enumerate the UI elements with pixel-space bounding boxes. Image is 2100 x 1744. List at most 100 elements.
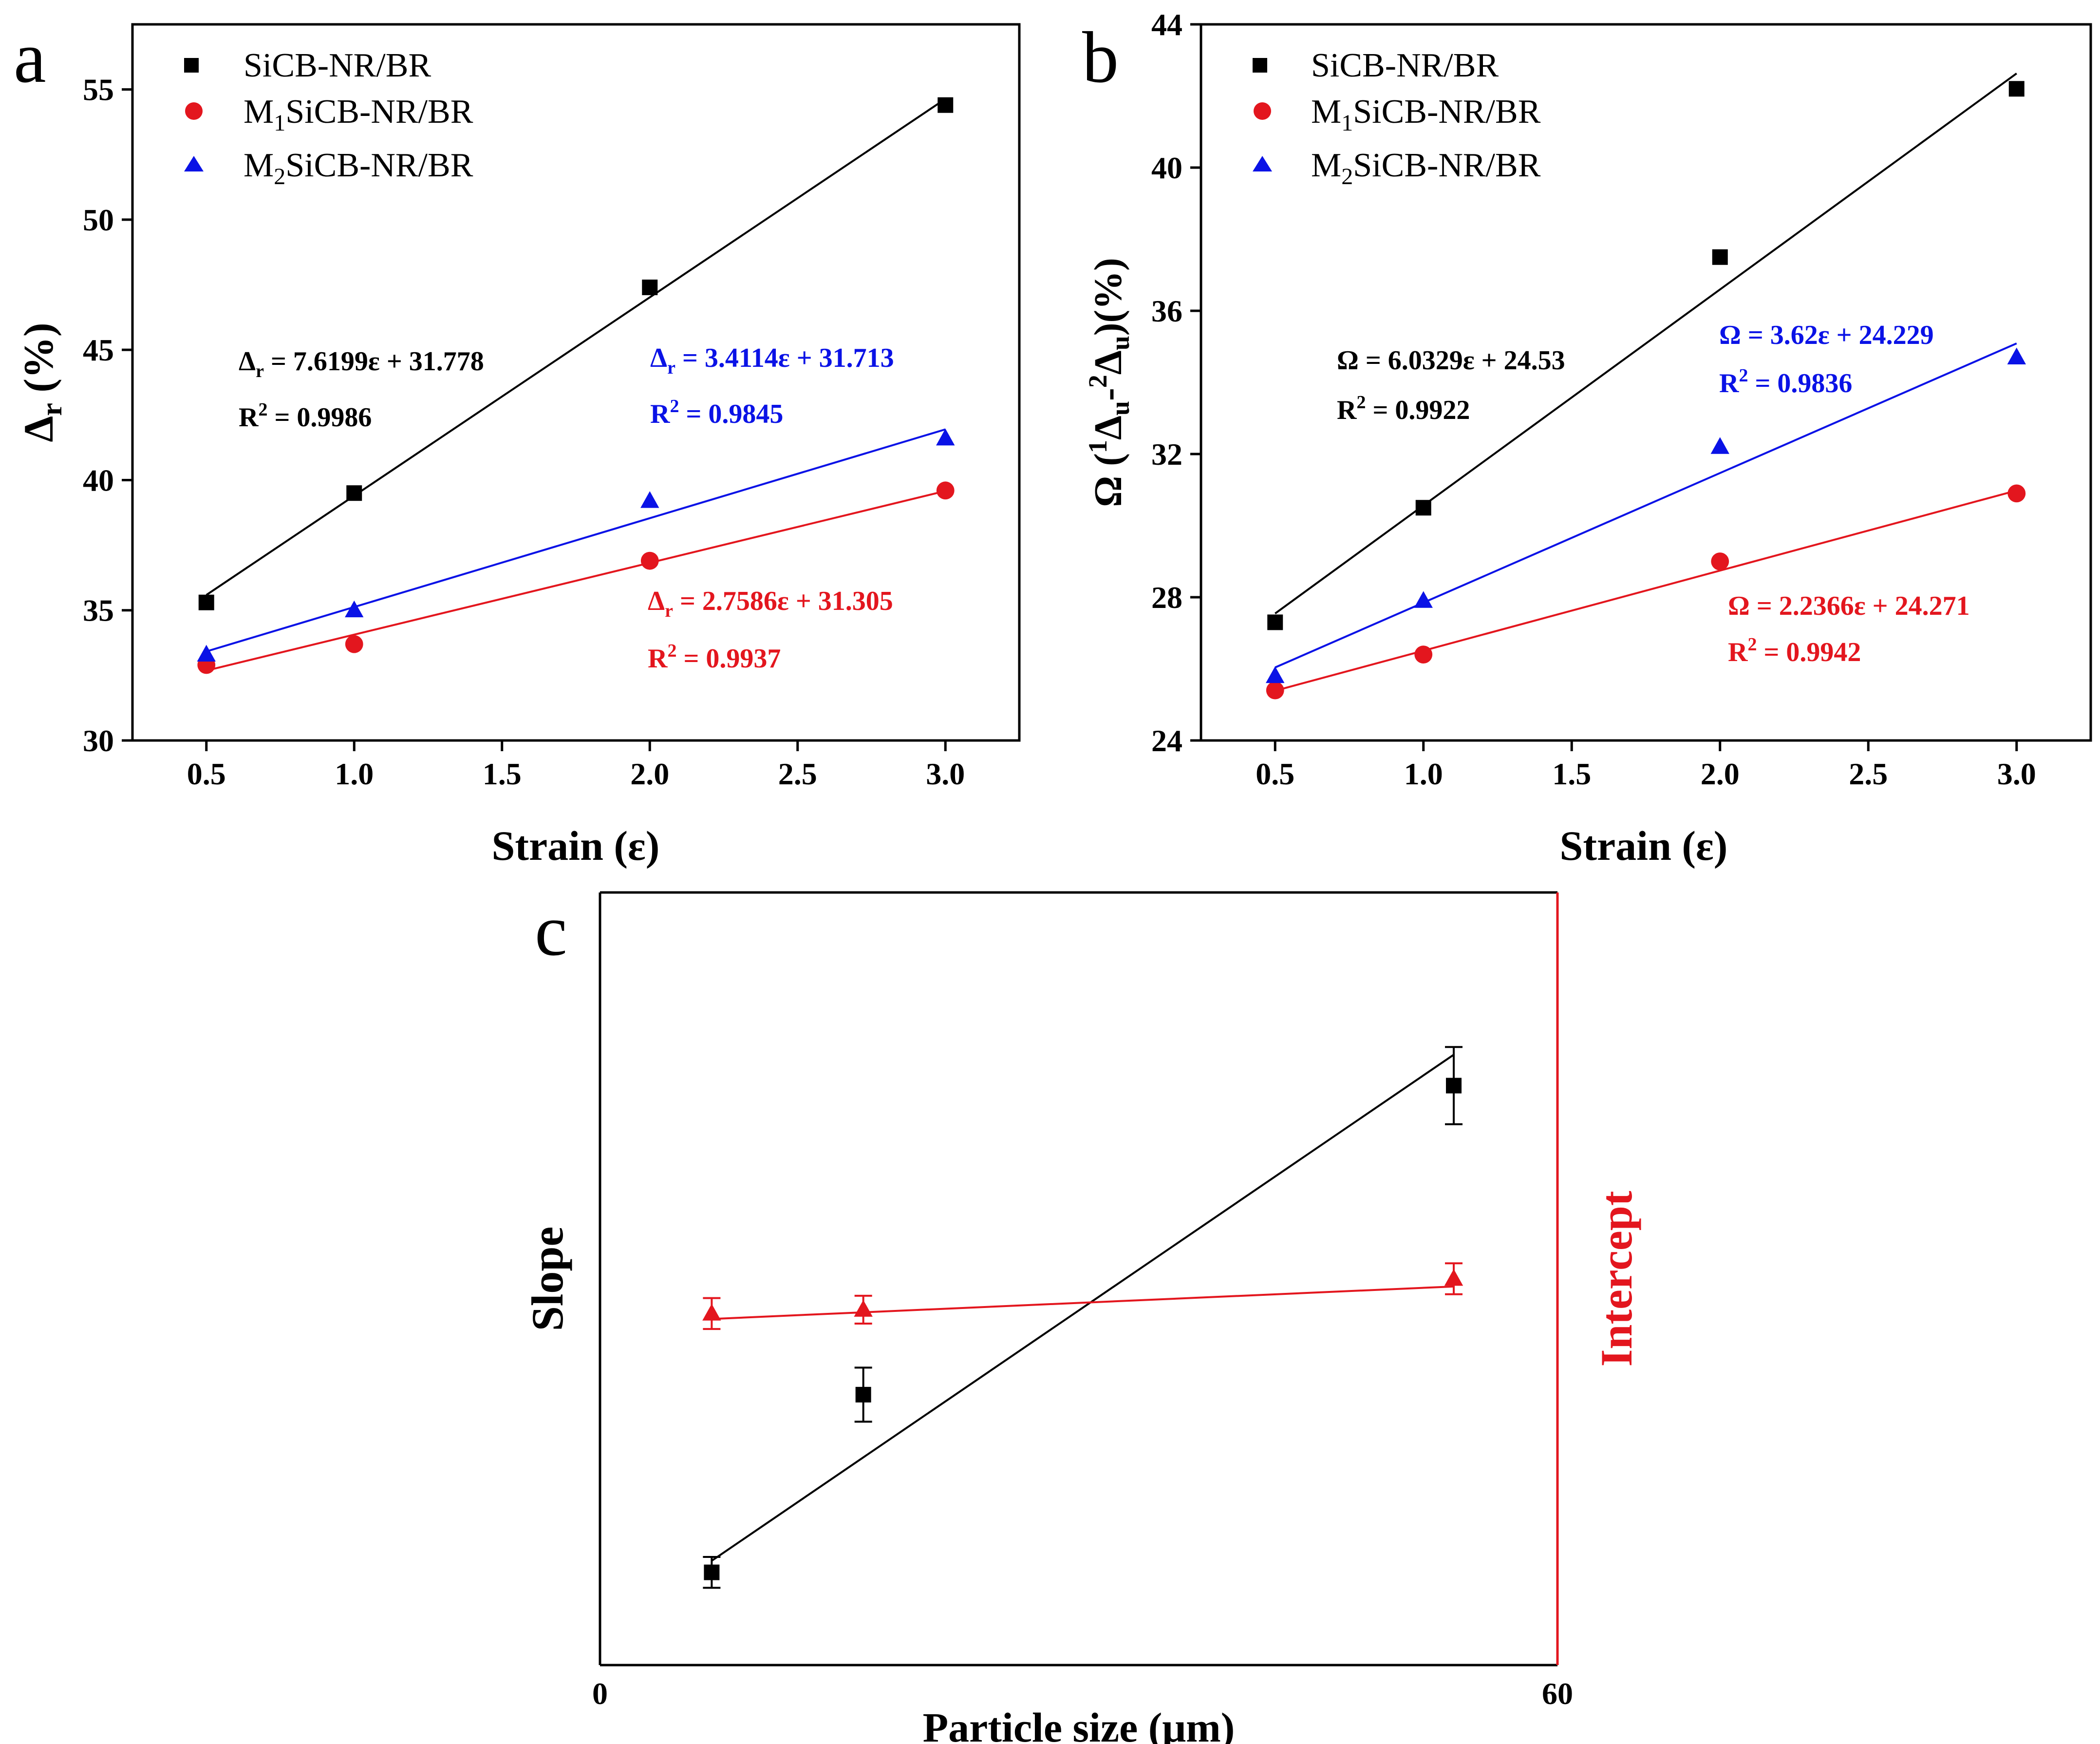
fit-r-squared: R2 = 0.9986 [239,399,372,433]
y-tick-label: 50 [83,203,114,237]
legend-marker-triangle [184,156,204,171]
legend-marker-triangle [1253,156,1272,171]
fit-r-squared: R2 = 0.9836 [1719,365,1852,398]
fit-line [206,428,946,653]
data-point-triangle [936,428,955,446]
data-point-circle [345,635,363,653]
legend-label-sicb: SiCB-NR/BR [244,47,431,84]
panel-c-fit-lines [711,1054,1455,1562]
y-tick-label: 32 [1151,437,1182,472]
data-point-square [1267,614,1283,630]
data-point-square [1415,500,1431,516]
x-tick-label: 60 [1542,1676,1573,1711]
fit-equation: Δr = 7.6199ε + 31.778 [239,346,484,381]
panel-c-x-axis-label: Particle size (μm) [923,1704,1235,1744]
fit-equation: Ω = 2.2366ε + 24.271 [1728,591,1970,621]
data-point-square [346,485,362,501]
legend-label-sicb: SiCB-NR/BR [1311,47,1499,84]
x-tick-label: 0.5 [187,757,226,791]
y-tick-label: 44 [1151,7,1182,42]
data-point-triangle [345,600,364,618]
panel-a-fit-lines [206,98,946,672]
panel-b-x-ticks: 0.5 1.0 1.5 2.0 2.5 3.0 [1256,740,2036,791]
x-tick-label: 3.0 [1997,757,2036,791]
fit-equation: Δr = 3.4114ε + 31.713 [650,343,894,378]
panel-a-markers [197,97,955,674]
data-point-triangle [2007,347,2026,364]
y-tick-label: 30 [83,723,114,758]
fit-line [206,98,946,596]
fit-equation: Ω = 6.0329ε + 24.53 [1337,345,1565,376]
panel-b-plot-frame [1200,23,2092,742]
panel-a-x-ticks: 0.5 1.0 1.5 2.0 2.5 3.0 [187,740,965,791]
x-tick-label: 1.0 [1404,757,1443,791]
panel-a-annotation-blue: Δr = 3.4114ε + 31.713 R2 = 0.9845 [650,343,894,429]
panel-b: b 0.5 1.0 1.5 2.0 2.5 3.0 24 28 32 36 40 44 Strain… [1082,7,2092,869]
panel-b-annotation-blue: Ω = 3.62ε + 24.229 R2 = 0.9836 [1719,320,1934,398]
data-point-square [855,1386,871,1403]
legend-label-m2sicb: M2SiCB-NR/BR [244,147,473,190]
panel-c-x-ticks: 0 60 [592,1676,1573,1711]
y-tick-label: 40 [83,463,114,497]
data-point-circle [1266,681,1284,700]
fit-line [711,1054,1455,1562]
panel-b-annotation-red: Ω = 2.2366ε + 24.271 R2 = 0.9942 [1728,591,1970,667]
fit-line [1275,73,2017,614]
fit-r-squared: R2 = 0.9922 [1337,392,1470,425]
x-tick-label: 0 [592,1676,608,1711]
panel-b-annotation-black: Ω = 6.0329ε + 24.53 R2 = 0.9922 [1337,345,1565,425]
panel-b-y-ticks: 24 28 32 36 40 44 [1151,7,1201,758]
x-tick-label: 2.5 [1849,757,1888,791]
panel-b-y-axis-label: Ω (1Δu-2Δu)(%) [1083,258,1135,507]
data-point-triangle [197,645,216,662]
y-tick-label: 40 [1151,151,1182,185]
y-tick-label: 55 [83,73,114,107]
panel-a-label: a [14,17,46,98]
y-tick-label: 35 [83,593,114,628]
data-point-triangle [1710,437,1729,454]
panel-c-label: c [535,890,567,971]
fit-equation: Δr = 2.7586ε + 31.305 [648,586,893,621]
legend-marker-circle [1254,102,1271,120]
data-point-square [642,279,658,295]
data-point-square [1712,249,1728,265]
legend-label-m1sicb: M1SiCB-NR/BR [1311,93,1541,136]
fit-line [712,1285,1454,1320]
panel-b-fit-lines [1275,73,2017,692]
panel-b-x-axis-label: Strain (ε) [1560,822,1728,869]
legend-marker-square [184,58,199,73]
data-point-circle [1711,552,1729,570]
fit-equation: Ω = 3.62ε + 24.229 [1719,320,1934,350]
y-tick-label: 24 [1151,723,1182,758]
y-tick-label: 45 [83,333,114,367]
data-point-triangle [640,491,659,508]
fit-r-squared: R2 = 0.9942 [1728,634,1861,667]
panel-c-right-axis-label: Intercept [1592,1191,1641,1366]
data-point-square [2008,81,2025,97]
panel-a-y-ticks: 30 35 40 45 50 55 [83,73,132,758]
panel-a-annotation-black: Δr = 7.6199ε + 31.778 R2 = 0.9986 [239,346,484,433]
panel-a-plot-frame [131,23,1021,742]
panel-a-y-axis-label: Δr (%) [15,322,68,442]
data-point-triangle [854,1300,873,1317]
x-tick-label: 2.0 [1701,757,1740,791]
fit-line [206,490,946,672]
data-point-triangle [1444,1269,1463,1286]
data-point-square [198,594,214,610]
y-tick-label: 36 [1151,294,1182,328]
legend-label-m1sicb: M1SiCB-NR/BR [244,93,473,136]
data-point-circle [2007,484,2026,503]
data-point-circle [936,481,955,500]
panel-a-legend: SiCB-NR/BR M1SiCB-NR/BR M2SiCB-NR/BR [184,47,473,190]
fit-line [1275,489,2017,692]
panel-a-annotation-red: Δr = 2.7586ε + 31.305 R2 = 0.9937 [648,586,893,674]
panel-a: a 0.5 1.0 1.5 2.0 2.5 3.0 30 35 40 45 50 55 Strain… [14,17,1021,869]
legend-label-m2sicb: M2SiCB-NR/BR [1311,147,1541,190]
panel-c-markers [702,1046,1463,1589]
legend-marker-square [1253,58,1267,73]
y-tick-label: 28 [1151,580,1182,615]
x-tick-label: 2.0 [630,757,669,791]
panel-b-markers [1266,81,2026,700]
panel-c: c 0 60 Particle size (μm) Slope Intercept [523,890,1641,1744]
